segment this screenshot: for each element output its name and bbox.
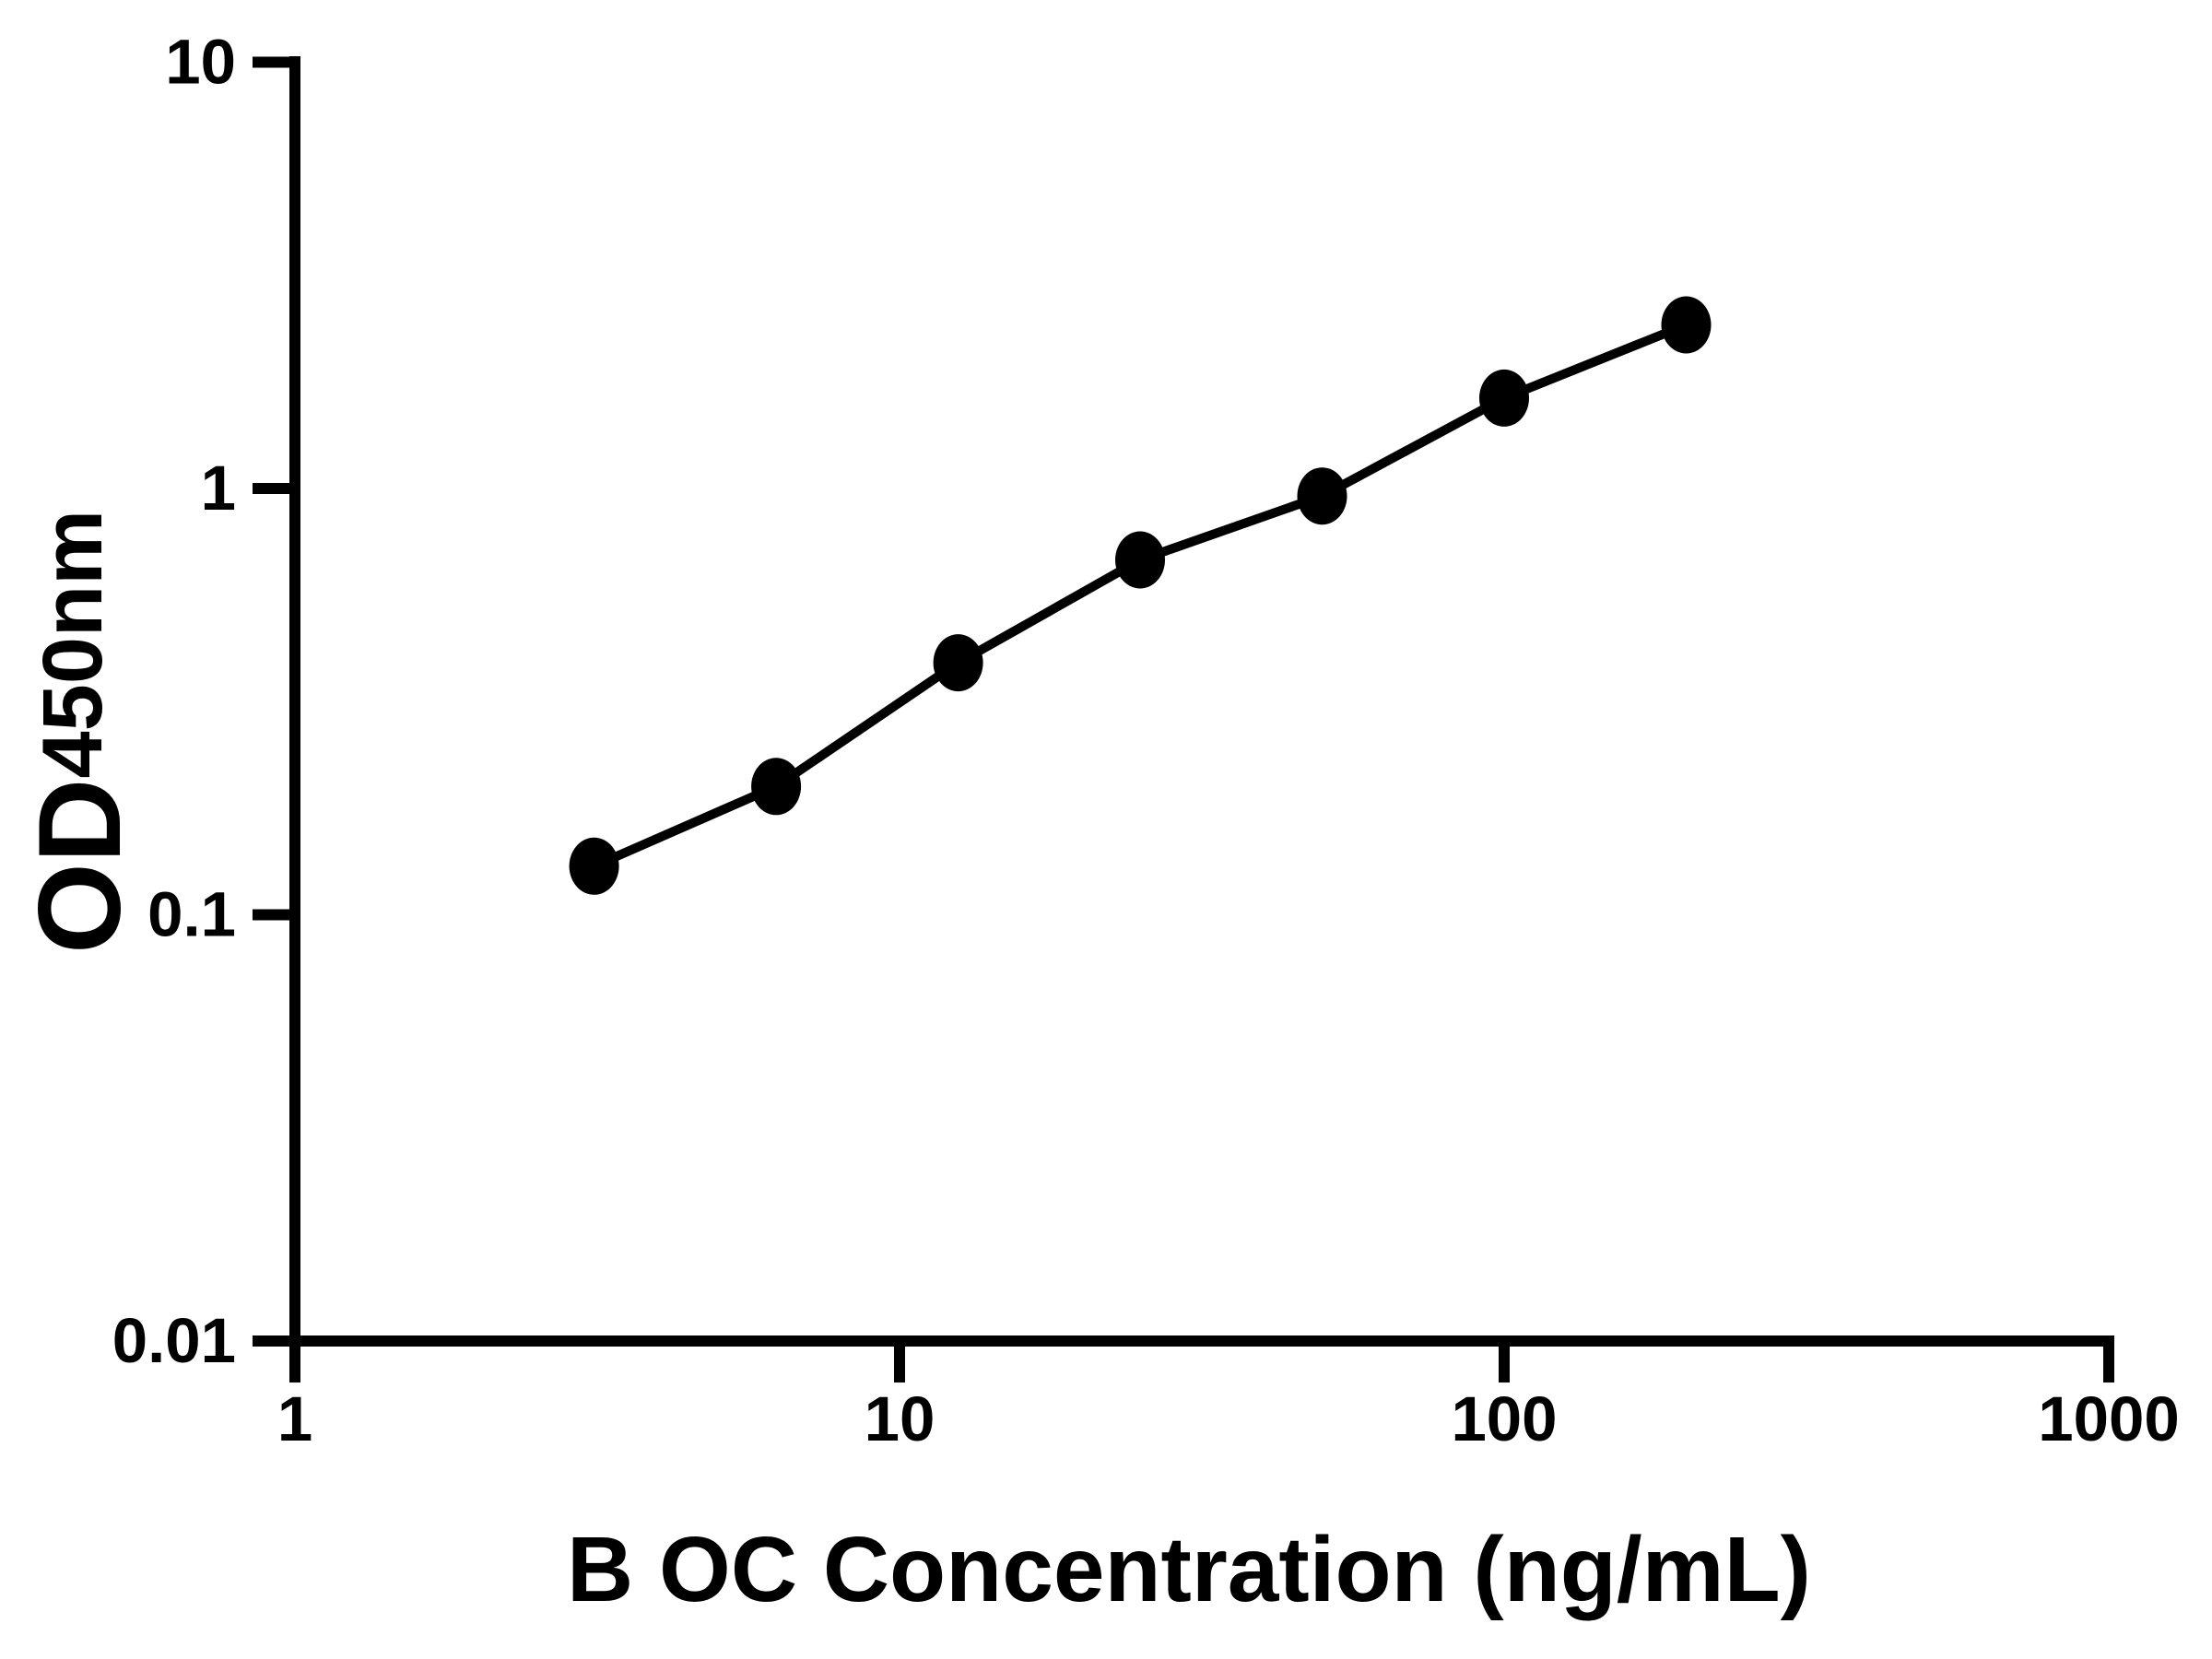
x-tick-label: 10: [865, 1383, 935, 1454]
axes: 10 1 0.1 0.01 1 10 100 1000: [112, 27, 2180, 1455]
data-series: [569, 296, 1712, 895]
data-point: [1297, 467, 1347, 525]
data-point: [1661, 296, 1712, 354]
y-axis-title-subscript: 450nm: [26, 510, 120, 779]
x-tick-label: 1000: [2038, 1383, 2180, 1454]
x-tick-label: 100: [1451, 1383, 1557, 1454]
data-point: [751, 758, 802, 816]
y-axis-title-main: OD: [14, 779, 145, 955]
y-tick-label: 0.01: [112, 1305, 236, 1376]
y-tick-label: 0.1: [147, 879, 236, 950]
data-point: [1115, 531, 1165, 589]
x-tick-label: 1: [277, 1383, 312, 1454]
y-tick-label: 1: [201, 453, 236, 524]
data-point: [569, 837, 619, 895]
data-point: [933, 634, 983, 692]
y-axis-title: OD450nm: [14, 510, 145, 954]
x-axis-title: B OC Concentration (ng/mL): [567, 1518, 1811, 1621]
y-tick-label: 10: [165, 27, 236, 98]
data-point: [1479, 369, 1529, 427]
